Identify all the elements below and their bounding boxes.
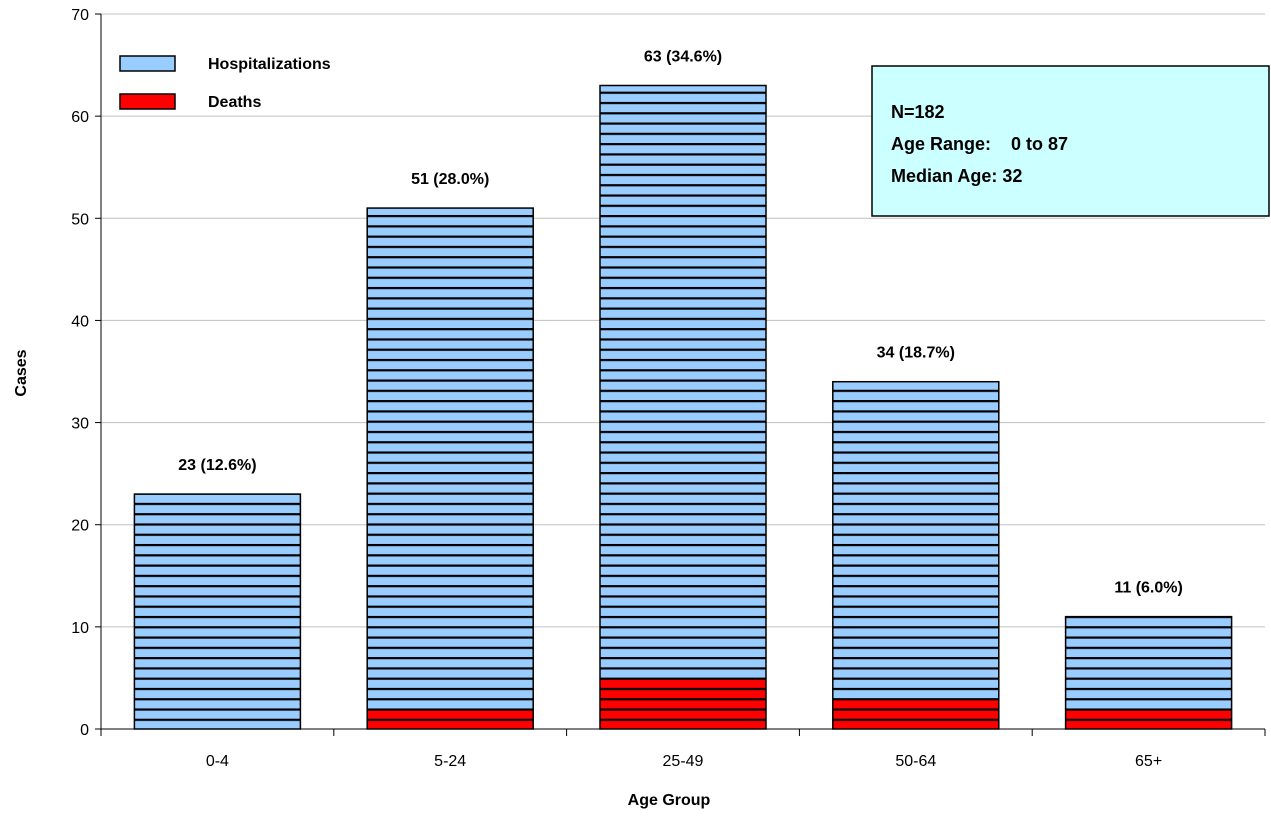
y-tick-label: 40 [71, 313, 89, 330]
data-label-65+: 11 (6.0%) [1114, 580, 1182, 597]
x-tick-label: 50-64 [895, 753, 936, 770]
summary-annotation-box: N=182 Age Range: 0 to 87 Median Age: 32 [871, 65, 1270, 217]
x-tick-label: 25-49 [663, 753, 704, 770]
y-tick-label: 30 [71, 416, 89, 433]
y-axis-title: Cases [13, 349, 30, 396]
legend: Hospitalizations Deaths [119, 55, 331, 111]
bar-hospitalizations-5-24 [367, 208, 534, 730]
data-label-5-24: 51 (28.0%) [411, 171, 489, 188]
bar-outline-65+ [1064, 615, 1233, 730]
data-label-50-64: 34 (18.7%) [877, 345, 955, 362]
y-tick-label: 20 [71, 518, 89, 535]
x-tick-label: 0-4 [206, 753, 229, 770]
y-tick-label: 0 [80, 722, 89, 739]
legend-swatch-deaths [119, 93, 176, 110]
x-tick-label: 5-24 [434, 753, 466, 770]
bar-hospitalizations-50-64 [832, 381, 999, 729]
summary-n: N=182 [891, 102, 945, 122]
bar-hospitalizations-0-4 [134, 494, 301, 729]
y-tick-label: 50 [71, 211, 89, 228]
bar-deaths-25-49 [600, 677, 766, 729]
summary-box-background [871, 65, 1270, 217]
data-label-25-49: 63 (34.6%) [644, 49, 722, 66]
summary-median-age: Median Age: 32 [891, 166, 1022, 186]
bars [133, 84, 1233, 730]
y-tick-label: 70 [71, 7, 89, 24]
bar-outline-5-24 [366, 207, 534, 730]
legend-label-hospitalizations: Hospitalizations [208, 56, 331, 73]
bar-outline-25-49 [599, 84, 767, 730]
y-tick-label: 10 [71, 620, 89, 637]
bar-outline-50-64 [832, 380, 1000, 730]
summary-age-range: Age Range: 0 to 87 [891, 134, 1068, 154]
bar-outline-0-4 [133, 493, 302, 730]
legend-swatch-hospitalizations [119, 55, 176, 72]
x-tick-label: 65+ [1135, 753, 1162, 770]
bar-deaths-5-24 [367, 708, 534, 729]
y-tick-label: 60 [71, 109, 89, 126]
bar-deaths-65+ [1065, 708, 1232, 729]
data-labels: 23 (12.6%) 51 (28.0%) 63 (34.6%) 34 (18.7%)… [178, 49, 1183, 597]
data-label-0-4: 23 (12.6%) [178, 457, 256, 474]
legend-label-deaths: Deaths [208, 94, 261, 111]
bar-deaths-50-64 [832, 698, 999, 729]
x-axis-title: Age Group [628, 792, 711, 809]
bar-hospitalizations-25-49 [600, 85, 766, 729]
